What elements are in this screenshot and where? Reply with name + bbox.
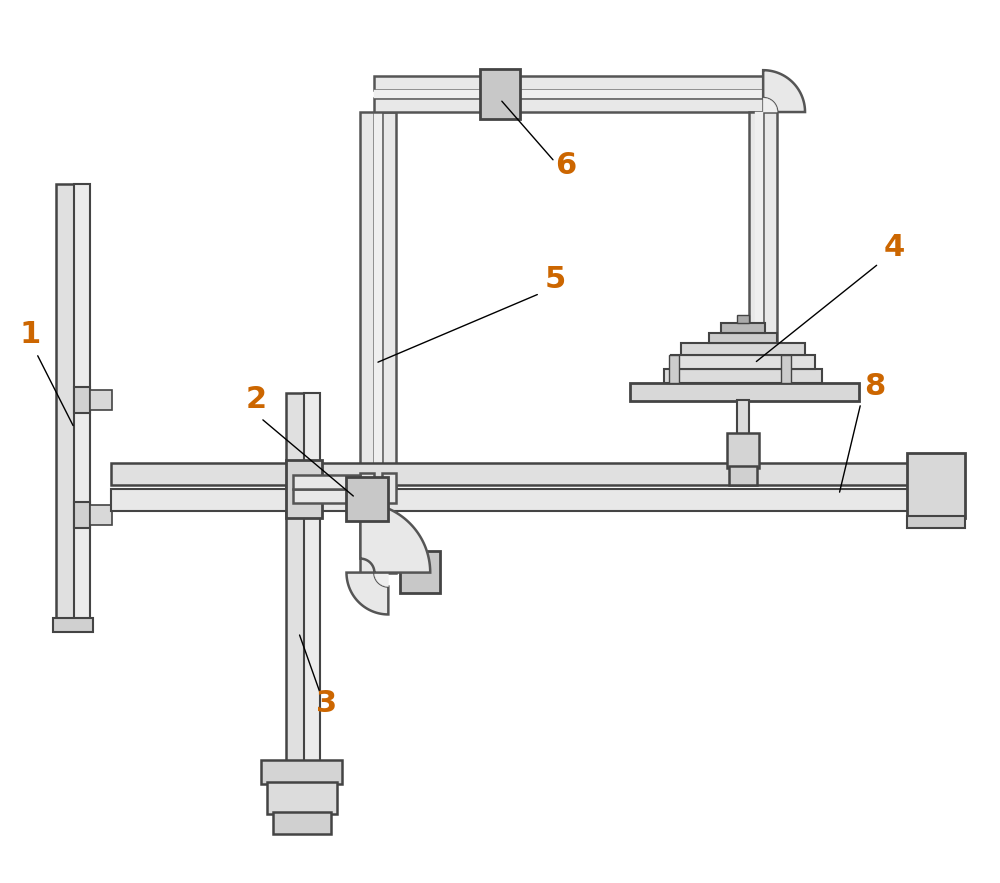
Bar <box>261 760 342 784</box>
Bar <box>360 112 374 572</box>
Bar <box>721 323 765 334</box>
Bar <box>286 393 304 762</box>
Bar <box>56 184 74 623</box>
Bar <box>286 460 322 517</box>
Text: 1: 1 <box>20 321 41 350</box>
Bar <box>304 393 320 762</box>
Bar <box>400 551 440 592</box>
Text: 8: 8 <box>864 372 885 401</box>
Bar <box>681 343 805 355</box>
Bar <box>727 433 759 468</box>
Bar <box>737 315 749 323</box>
Bar <box>480 69 520 119</box>
Bar <box>374 90 763 98</box>
Bar <box>749 112 763 374</box>
Bar <box>90 505 112 525</box>
Bar <box>907 516 965 528</box>
Polygon shape <box>374 572 388 586</box>
Bar <box>111 489 293 510</box>
Bar <box>111 463 293 485</box>
Text: 4: 4 <box>884 232 905 261</box>
Bar <box>360 473 374 502</box>
Bar <box>737 400 749 435</box>
Text: 6: 6 <box>555 151 576 180</box>
Bar <box>293 463 911 485</box>
Bar <box>293 489 360 502</box>
Bar <box>273 811 331 834</box>
Bar <box>293 489 911 510</box>
Bar <box>267 782 337 814</box>
Text: 2: 2 <box>246 385 267 414</box>
Bar <box>382 112 396 572</box>
Bar <box>763 112 777 374</box>
Bar <box>374 76 763 90</box>
Bar <box>74 387 90 413</box>
Polygon shape <box>763 70 805 112</box>
Bar <box>755 112 763 374</box>
Bar <box>90 390 112 410</box>
Bar <box>374 112 382 572</box>
Bar <box>781 355 791 383</box>
Bar <box>749 371 777 383</box>
Bar <box>669 355 679 383</box>
Text: 3: 3 <box>316 689 337 718</box>
Bar <box>729 466 757 485</box>
Bar <box>907 453 965 517</box>
Bar <box>671 355 815 369</box>
Bar <box>664 369 822 383</box>
Polygon shape <box>763 98 777 112</box>
Polygon shape <box>360 502 430 572</box>
Bar <box>53 618 93 632</box>
Polygon shape <box>346 572 388 615</box>
Bar <box>630 383 859 401</box>
Bar <box>74 502 90 528</box>
Bar <box>382 473 396 502</box>
Text: 5: 5 <box>545 266 566 295</box>
Bar <box>293 475 360 489</box>
Bar <box>346 477 388 521</box>
Bar <box>74 184 90 623</box>
Bar <box>374 98 763 112</box>
Bar <box>709 334 777 343</box>
